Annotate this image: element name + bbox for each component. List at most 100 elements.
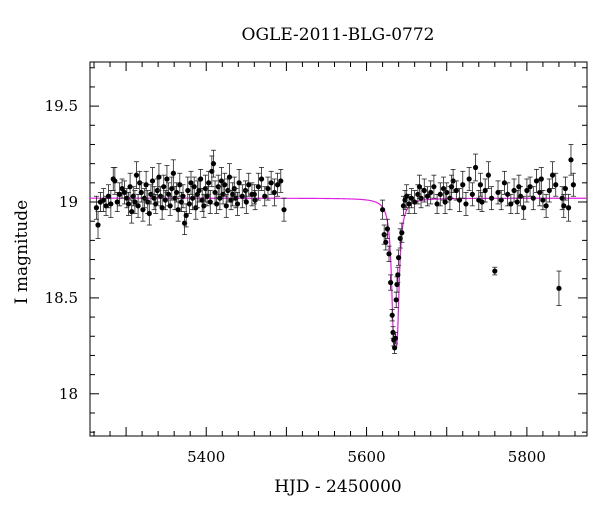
data-point bbox=[133, 161, 140, 189]
data-point-marker bbox=[170, 170, 176, 176]
data-point-marker bbox=[271, 189, 277, 196]
data-point bbox=[185, 176, 191, 205]
data-point-marker bbox=[223, 203, 229, 209]
data-point bbox=[125, 192, 132, 216]
data-point-marker bbox=[234, 201, 241, 207]
data-point bbox=[392, 332, 399, 345]
data-point bbox=[262, 186, 268, 207]
data-point bbox=[501, 170, 508, 195]
data-point bbox=[278, 169, 284, 193]
data-point bbox=[395, 266, 401, 283]
data-point bbox=[167, 195, 173, 216]
data-point-marker bbox=[440, 185, 447, 192]
data-point bbox=[281, 197, 287, 222]
data-point-marker bbox=[159, 205, 165, 211]
data-point bbox=[388, 274, 394, 291]
data-point-marker bbox=[460, 182, 466, 188]
data-point-marker bbox=[210, 161, 217, 167]
data-point bbox=[498, 190, 504, 211]
y-tick-label: 19.5 bbox=[45, 97, 78, 115]
data-point-marker bbox=[188, 180, 194, 186]
data-point-marker bbox=[472, 164, 479, 171]
data-point bbox=[561, 193, 567, 218]
data-point bbox=[527, 176, 533, 197]
data-point bbox=[180, 184, 186, 209]
data-point bbox=[463, 192, 469, 216]
data-point bbox=[408, 188, 415, 209]
data-point bbox=[93, 195, 100, 220]
data-point-marker bbox=[485, 172, 492, 178]
data-point-marker bbox=[149, 178, 156, 184]
data-point-marker bbox=[114, 199, 120, 205]
data-point bbox=[556, 270, 562, 306]
data-point-marker bbox=[553, 182, 559, 188]
data-point-marker bbox=[469, 191, 475, 197]
data-point-marker bbox=[521, 205, 527, 211]
data-point bbox=[437, 182, 443, 207]
data-point-marker bbox=[561, 203, 567, 209]
data-point bbox=[101, 188, 107, 213]
data-point-marker bbox=[246, 182, 252, 188]
data-point-marker bbox=[537, 189, 543, 196]
data-point-marker bbox=[556, 285, 562, 291]
data-point bbox=[165, 182, 172, 207]
data-point-marker bbox=[379, 207, 386, 213]
data-point bbox=[265, 176, 271, 201]
x-tick-label: 5600 bbox=[347, 448, 385, 466]
data-point-marker bbox=[495, 189, 501, 196]
data-point bbox=[533, 169, 540, 193]
data-point-marker bbox=[437, 191, 443, 197]
data-point-marker bbox=[281, 207, 287, 213]
data-point bbox=[379, 199, 386, 220]
data-point bbox=[175, 197, 181, 222]
data-point-marker bbox=[278, 178, 284, 184]
data-point bbox=[251, 184, 257, 205]
data-point bbox=[246, 172, 252, 197]
data-point-marker bbox=[404, 193, 410, 199]
data-point-marker bbox=[421, 187, 427, 194]
data-point bbox=[489, 186, 495, 211]
data-point bbox=[183, 203, 189, 228]
data-point-marker bbox=[162, 197, 168, 203]
data-point-marker bbox=[146, 210, 152, 217]
data-point bbox=[421, 178, 427, 203]
data-point-marker bbox=[201, 203, 207, 209]
data-point bbox=[135, 193, 141, 218]
data-point-marker bbox=[396, 255, 402, 261]
data-point bbox=[516, 174, 522, 199]
y-axis-label: I magnitude bbox=[12, 200, 32, 304]
data-point-marker bbox=[543, 203, 549, 209]
data-point-marker bbox=[217, 195, 223, 201]
data-point-marker bbox=[434, 201, 440, 207]
data-point-marker bbox=[456, 197, 463, 203]
data-point bbox=[153, 193, 159, 214]
data-point-marker bbox=[492, 268, 498, 274]
data-point-marker bbox=[393, 297, 399, 303]
data-point-marker bbox=[105, 193, 112, 199]
data-point-marker bbox=[165, 191, 172, 197]
data-point bbox=[453, 180, 459, 201]
data-point-marker bbox=[173, 189, 180, 196]
axis-ticks bbox=[90, 62, 587, 436]
data-point bbox=[521, 195, 527, 220]
data-point bbox=[508, 193, 514, 214]
data-point-marker bbox=[530, 195, 536, 201]
data-point-marker bbox=[549, 172, 556, 178]
data-point-marker bbox=[511, 187, 517, 194]
data-point-marker bbox=[408, 195, 415, 201]
data-point-marker bbox=[453, 187, 459, 194]
data-point bbox=[416, 174, 423, 199]
data-point bbox=[386, 245, 392, 262]
data-point bbox=[424, 186, 431, 207]
data-point-marker bbox=[243, 199, 249, 205]
data-point bbox=[207, 190, 213, 214]
data-point bbox=[412, 190, 418, 214]
data-point bbox=[431, 174, 437, 199]
data-point bbox=[537, 178, 543, 207]
y-tick-label: 19 bbox=[59, 193, 78, 211]
data-point-marker bbox=[388, 279, 394, 286]
data-point-marker bbox=[161, 184, 167, 190]
data-point-marker bbox=[103, 203, 109, 209]
data-point bbox=[258, 167, 265, 191]
data-point-marker bbox=[383, 239, 389, 245]
